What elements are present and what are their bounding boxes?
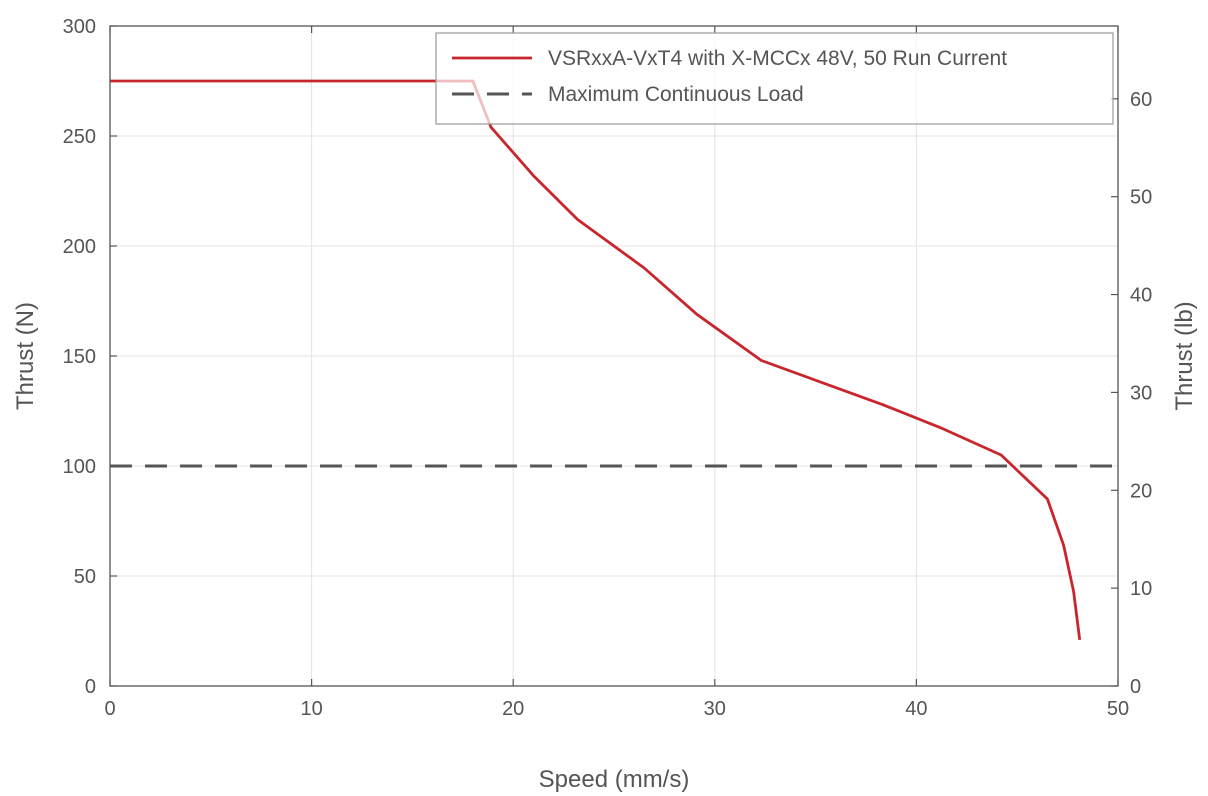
y-tick-label-right: 40 — [1130, 285, 1152, 307]
y-tick-label-left: 300 — [63, 16, 96, 38]
x-tick-label: 0 — [104, 698, 115, 720]
y-axis-label-left: Thrust (N) — [12, 302, 39, 410]
series-line-run-current — [110, 79, 1082, 640]
series-layer — [110, 79, 1118, 640]
legend-box — [435, 32, 1114, 125]
y-tick-label-right: 60 — [1130, 89, 1152, 111]
legend-label-max-load: Maximum Continuous Load — [548, 83, 804, 106]
y-tick-label-right: 10 — [1130, 578, 1152, 600]
y-tick-label-left: 100 — [63, 456, 96, 478]
y-tick-label-right: 0 — [1130, 676, 1141, 698]
x-tick-label: 50 — [1107, 698, 1129, 720]
y-tick-label-left: 250 — [63, 126, 96, 148]
ticks: 0 10 20 30 40 5005010015020025030001020304050… — [63, 16, 1153, 720]
y-tick-label-left: 200 — [63, 236, 96, 258]
x-axis-label: Speed (mm/s) — [539, 766, 690, 793]
y-tick-label-left: 0 — [85, 676, 96, 698]
y-tick-label-right: 20 — [1130, 480, 1152, 502]
x-tick-label: 10 — [300, 698, 322, 720]
grid — [110, 26, 1118, 686]
x-tick-label: 30 — [704, 698, 726, 720]
x-tick-label: 40 — [905, 698, 927, 720]
y-axis-label-right: Thrust (lb) — [1171, 301, 1198, 410]
y-tick-label-left: 50 — [74, 566, 96, 588]
y-tick-label-right: 30 — [1130, 382, 1152, 404]
x-tick-label: 20 — [502, 698, 524, 720]
legend-label-run-current: VSRxxA-VxT4 with X-MCCx 48V, 50 Run Curr… — [548, 47, 1007, 70]
y-tick-label-right: 50 — [1130, 187, 1152, 209]
legend: VSRxxA-VxT4 with X-MCCx 48V, 50 Run Curr… — [435, 32, 1114, 125]
y-tick-label-left: 150 — [63, 346, 96, 368]
